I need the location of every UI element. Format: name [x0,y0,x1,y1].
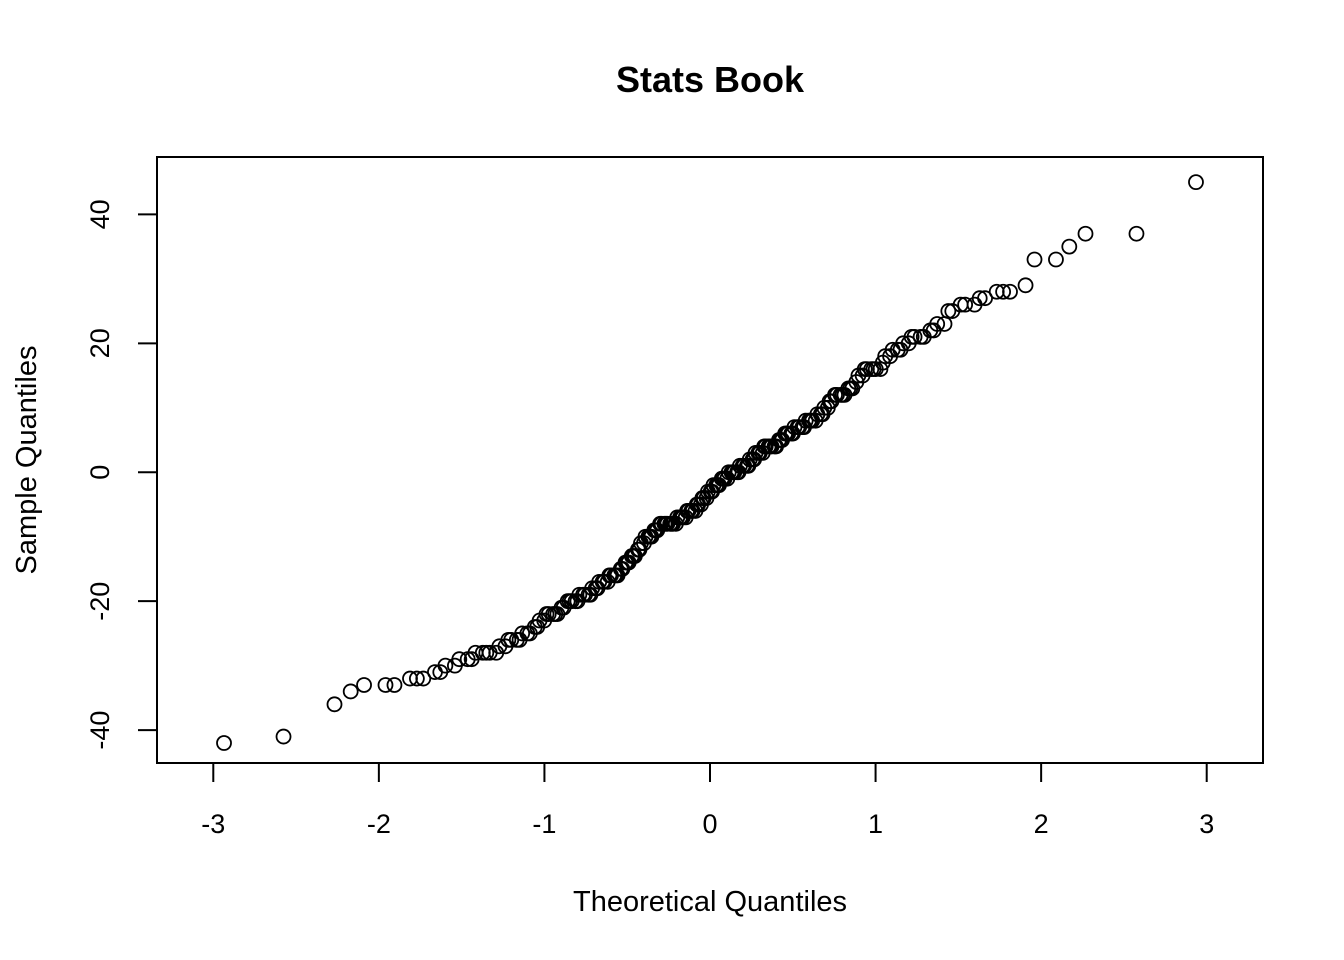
data-point [1026,251,1043,268]
data-point [1048,251,1064,268]
data-point [940,303,957,319]
data-point [386,677,403,693]
x-tick-label: -3 [201,809,225,839]
data-point [377,677,394,693]
data-point [977,290,993,307]
data-point [437,657,454,674]
data-point [1077,225,1094,242]
data-point [451,651,468,668]
x-tick-label: -2 [367,809,391,839]
y-axis-label: Sample Quantiles [11,346,43,575]
data-point [275,728,292,745]
data-point [906,328,923,345]
y-tick-label: 40 [85,199,115,229]
y-tick-label: 0 [85,465,115,480]
x-tick-label: 0 [702,809,717,839]
y-tick-label: -20 [85,582,115,621]
data-point [514,625,531,642]
data-point [971,290,988,307]
y-tick-label: -40 [85,711,115,750]
data-point [342,683,359,700]
data-point [408,670,425,687]
data-point [216,735,232,751]
x-axis-label: Theoretical Quantiles [573,886,847,918]
data-point [1128,225,1145,242]
data-point [415,670,432,687]
data-point [957,296,974,313]
chart-title: Stats Book [616,59,805,100]
data-point [995,283,1012,300]
plot-frame [156,156,1264,764]
data-point [1188,174,1204,191]
data-point [1002,283,1018,300]
data-point [1061,238,1078,255]
data-points [216,174,1204,751]
x-axis: -3 -2 -1 0 1 2 3 [201,762,1214,839]
data-point [571,586,588,603]
data-point [356,677,372,693]
data-point [1017,277,1034,294]
x-tick-label: -1 [532,809,556,839]
y-axis: -40 -20 0 20 40 [85,199,158,750]
x-tick-label: 3 [1199,809,1214,839]
x-tick-label: 1 [868,809,883,839]
data-point [540,606,557,622]
data-point [326,696,343,713]
data-point [929,316,946,332]
x-tick-label: 2 [1034,809,1049,839]
y-tick-label: 20 [85,328,115,358]
